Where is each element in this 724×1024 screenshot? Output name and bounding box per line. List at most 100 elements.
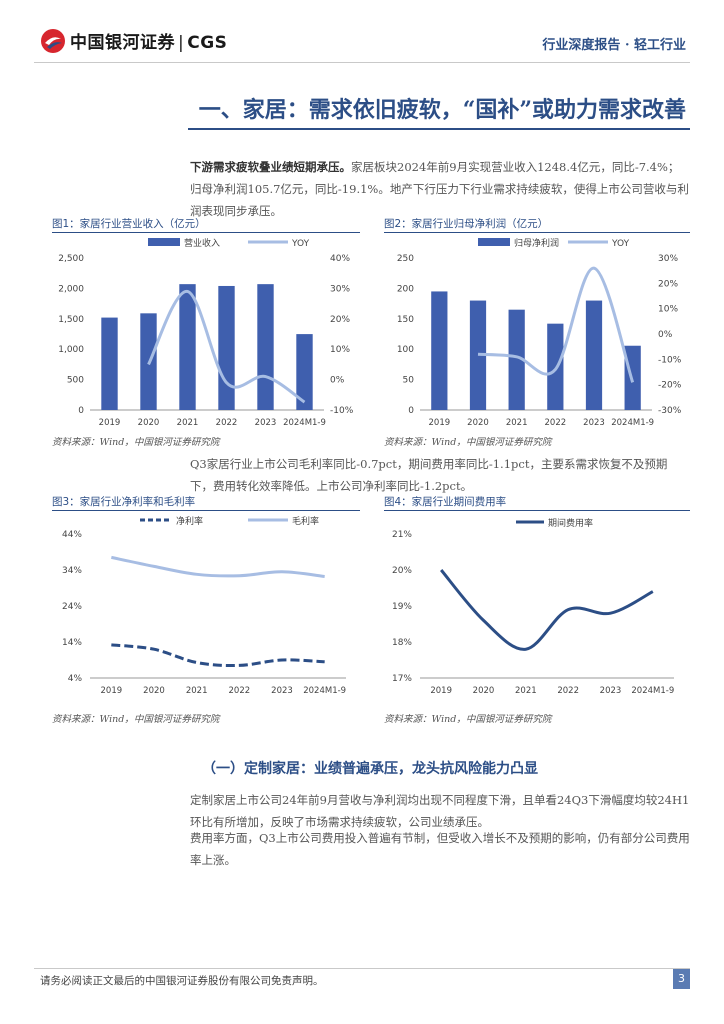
fig4-y-tick: 21% xyxy=(392,530,412,540)
fig1-y-right-tick: 10% xyxy=(330,345,350,355)
fig1-x-tick: 2021 xyxy=(177,418,199,428)
fig1-bar xyxy=(101,317,118,410)
fig1-x-tick: 2019 xyxy=(99,418,121,428)
fig4-x-tick: 2024M1-9 xyxy=(631,686,674,696)
fig2-y-right-tick: 0% xyxy=(658,330,673,340)
fig2-y-right-tick: 10% xyxy=(658,305,678,315)
footer-disclaimer: 请务必阅读正文最后的中国银河证券股份有限公司免责声明。 xyxy=(40,975,324,987)
fig2-y-right-tick: -20% xyxy=(658,381,682,391)
fig1-y-left-tick: 0 xyxy=(78,406,84,416)
fig3-x-tick: 2021 xyxy=(186,686,208,696)
fig3-legend: 净利率 毛利率 xyxy=(140,515,319,527)
fig1-y-left-tick: 2,500 xyxy=(58,254,84,264)
fig2-legend: 归母净利润 YOY xyxy=(478,237,630,249)
paragraph-intro-body: 家居板块2024年前9月实现营业收入1248.4亿元，同比-7.4%；归母净利润… xyxy=(190,160,689,218)
fig2-legend-bar-label: 归母净利润 xyxy=(514,237,559,249)
fig4-x-tick: 2019 xyxy=(430,686,452,696)
fig2-yoy-line xyxy=(477,266,635,383)
header-divider xyxy=(34,62,690,63)
fig2-bar xyxy=(547,323,564,410)
footer-divider xyxy=(34,968,690,969)
report-type: 行业深度报告 · 轻工行业 xyxy=(542,38,686,53)
fig3-x-tick: 2023 xyxy=(271,686,293,696)
fig1-chart: 营业收入 YOY 0 500 1,000 1,500 2,000 2,500 -10% 0% 1… xyxy=(58,237,354,428)
fig2-y-right-tick: -30% xyxy=(658,406,682,416)
fig2-y-right-tick: 30% xyxy=(658,254,678,264)
fig1-x-tick: 2022 xyxy=(216,418,238,428)
fig4-y-tick: 17% xyxy=(392,674,412,684)
fig2-x-tick: 2024M1-9 xyxy=(611,418,654,428)
fig2-legend-line-label: YOY xyxy=(611,239,630,249)
fig4-caption: 图4：家居行业期间费用率 xyxy=(384,496,507,508)
company-logo-text: 中国银河证券 | CGS xyxy=(70,28,227,53)
fig1-legend: 营业收入 YOY xyxy=(148,237,310,249)
fig1-legend-line-label: YOY xyxy=(291,239,310,249)
logo-icon xyxy=(41,29,65,53)
fig2-y-left-tick: 150 xyxy=(397,315,414,325)
subsection-title: （一）定制家居：业绩普遍承压，龙头抗风险能力凸显 xyxy=(202,761,538,777)
paragraph-intro-lead: 下游需求疲软叠业绩短期承压。 xyxy=(190,160,351,174)
paragraph-expense: 费用率方面，Q3上市公司费用投入普遍有节制，但受收入增长不及预期的影响，仍有部分… xyxy=(190,831,690,867)
fig1-x-tick: 2024M1-9 xyxy=(283,418,326,428)
fig4-x-tick: 2023 xyxy=(600,686,622,696)
fig4-chart: 期间费用率 17% 18% 19% 20% 21% 2019 2020 2021 2022 202… xyxy=(392,517,674,696)
fig3-x-tick: 2020 xyxy=(143,686,165,696)
section-title: 一、家居：需求依旧疲软，“国补”或助力需求改善 xyxy=(198,97,686,123)
fig2-x-tick: 2019 xyxy=(429,418,451,428)
fig4-y-tick: 19% xyxy=(392,602,412,612)
fig4-y-tick: 18% xyxy=(392,638,412,648)
fig3-series-line xyxy=(111,643,325,668)
fig1-bar xyxy=(257,284,274,410)
fig4-caption-line xyxy=(384,510,690,511)
fig1-y-right-tick: 20% xyxy=(330,315,350,325)
fig3-x-tick: 2019 xyxy=(101,686,123,696)
fig2-bar xyxy=(585,300,603,410)
paragraph-custom-furniture: 定制家居上市公司24年前9月营收与净利润均出现不同程度下滑，且单看24Q3下滑幅… xyxy=(190,793,690,829)
fig3-y-tick: 44% xyxy=(62,530,82,540)
fig3-x-tick: 2024M1-9 xyxy=(303,686,346,696)
fig3-legend-gross-label: 毛利率 xyxy=(292,515,319,527)
fig3-chart: 净利率 毛利率 4% 14% 24% 34% 44% 2019 2020 2021 2022 20… xyxy=(62,515,346,696)
fig1-legend-bar-label: 营业收入 xyxy=(184,237,220,249)
fig3-y-tick: 24% xyxy=(62,602,82,612)
fig2-x-tick: 2023 xyxy=(583,418,605,428)
fig3-y-tick: 34% xyxy=(62,566,82,576)
fig2-y-right-tick: -10% xyxy=(658,355,682,365)
fig1-y-left-tick: 1,500 xyxy=(58,315,84,325)
fig3-caption: 图3：家居行业净利率和毛利率 xyxy=(52,496,196,508)
paragraph-margins: Q3家居行业上市公司毛利率同比-0.7pct，期间费用率同比-1.1pct，主要… xyxy=(190,457,668,493)
fig1-y-right-tick: 30% xyxy=(330,284,350,294)
fig1-y-right-tick: -10% xyxy=(330,406,354,416)
section-title-underline xyxy=(188,128,690,130)
fig2-x-tick: 2021 xyxy=(506,418,528,428)
fig1-x-tick: 2023 xyxy=(255,418,277,428)
logo-separator: | xyxy=(178,33,185,53)
fig4-legend-label: 期间费用率 xyxy=(548,517,593,529)
fig1-y-right-tick: 40% xyxy=(330,254,350,264)
fig2-source: 资料来源：Wind，中国银河证券研究院 xyxy=(384,437,552,448)
fig2-y-left-tick: 250 xyxy=(397,254,414,264)
fig2-y-left-tick: 50 xyxy=(403,376,415,386)
fig1-bar xyxy=(296,334,313,410)
fig1-yoy-line xyxy=(147,289,306,404)
fig4-legend: 期间费用率 xyxy=(516,517,593,529)
fig4-y-tick: 20% xyxy=(392,566,412,576)
fig2-y-left-tick: 100 xyxy=(397,345,414,355)
fig1-y-left-tick: 500 xyxy=(67,376,84,386)
fig2-y-left-tick: 200 xyxy=(397,284,414,294)
fig3-x-tick: 2022 xyxy=(229,686,251,696)
fig3-caption-line xyxy=(52,510,360,511)
fig3-y-tick: 14% xyxy=(62,638,82,648)
fig3-series-line xyxy=(111,555,325,578)
page-number: 3 xyxy=(673,969,690,989)
fig2-caption: 图2：家居行业归母净利润（亿元） xyxy=(384,218,549,230)
fig4-series-line xyxy=(440,569,654,651)
fig2-chart: 归母净利润 YOY 0 50 100 150 200 250 -30% -20% -10% 0% 1… xyxy=(397,237,682,428)
fig1-bar xyxy=(218,285,235,410)
fig4-x-tick: 2022 xyxy=(557,686,579,696)
fig1-y-left-tick: 1,000 xyxy=(58,345,84,355)
fig4-x-tick: 2021 xyxy=(515,686,537,696)
paragraph-intro: 下游需求疲软叠业绩短期承压。家居板块2024年前9月实现营业收入1248.4亿元… xyxy=(190,156,690,222)
fig2-legend-bar-swatch xyxy=(478,238,510,246)
fig3-y-tick: 4% xyxy=(68,674,83,684)
